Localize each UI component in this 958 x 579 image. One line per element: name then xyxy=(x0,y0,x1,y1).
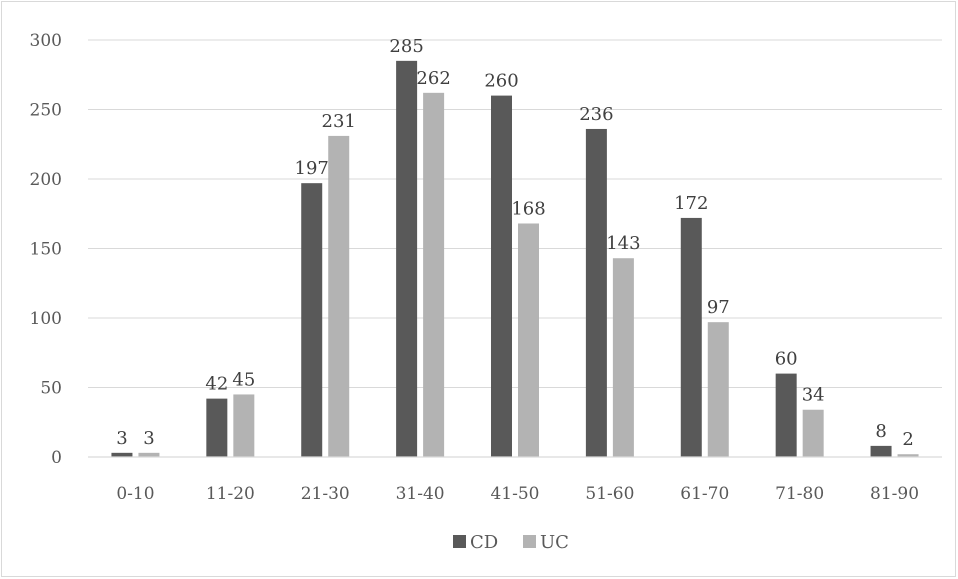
bar-cd-41-50 xyxy=(491,95,512,457)
bar-uc-51-60 xyxy=(612,258,634,457)
data-label-uc-31-40: 262 xyxy=(416,68,450,89)
x-tick-label: 21-30 xyxy=(301,484,350,504)
y-tick-label: 0 xyxy=(51,448,62,468)
y-tick-label: 50 xyxy=(40,379,62,399)
y-tick-label: 300 xyxy=(30,31,62,51)
data-label-uc-21-30: 231 xyxy=(322,111,356,132)
bar-cd-11-20 xyxy=(206,398,228,457)
data-label-uc-71-80: 34 xyxy=(802,385,825,406)
legend-swatch-cd xyxy=(453,535,466,548)
legend: CD UC xyxy=(453,532,569,553)
x-tick-label: 51-60 xyxy=(585,484,634,504)
x-tick-label: 41-50 xyxy=(490,484,539,504)
data-label-cd-51-60: 236 xyxy=(579,104,613,125)
bar-uc-71-80 xyxy=(802,409,824,457)
y-tick-label: 200 xyxy=(30,170,62,190)
bar-uc-61-70 xyxy=(707,322,729,457)
legend-label-cd: CD xyxy=(470,532,498,553)
y-axis: 0 50 100 150 200 250 300 xyxy=(30,31,62,468)
y-tick-label: 100 xyxy=(30,309,62,329)
bar-uc-41-50 xyxy=(518,223,539,457)
y-tick-label: 250 xyxy=(30,101,62,121)
data-label-cd-71-80: 60 xyxy=(775,349,798,370)
legend-swatch-uc xyxy=(523,535,536,548)
bar-cd-61-70 xyxy=(680,217,702,457)
data-label-cd-41-50: 260 xyxy=(484,71,518,92)
data-label-uc-11-20: 45 xyxy=(232,369,255,390)
data-label-cd-31-40: 285 xyxy=(389,36,423,57)
data-label-cd-81-90: 8 xyxy=(875,421,886,442)
data-label-cd-0-10: 3 xyxy=(116,428,127,449)
bar-cd-51-60 xyxy=(585,128,607,457)
bar-cd-0-10 xyxy=(111,452,133,457)
x-tick-label: 81-90 xyxy=(870,484,919,504)
data-label-uc-81-90: 2 xyxy=(902,429,913,450)
bar-cd-71-80 xyxy=(775,373,797,457)
data-label-uc-61-70: 97 xyxy=(707,297,730,318)
data-label-uc-0-10: 3 xyxy=(143,428,154,449)
x-tick-label: 71-80 xyxy=(775,484,824,504)
bar-uc-21-30 xyxy=(328,135,350,457)
x-tick-label: 31-40 xyxy=(396,484,445,504)
bar-cd-81-90 xyxy=(870,445,892,457)
x-tick-label: 0-10 xyxy=(116,484,154,504)
data-label-cd-61-70: 172 xyxy=(674,193,708,214)
data-label-uc-51-60: 143 xyxy=(606,233,640,254)
x-tick-label: 61-70 xyxy=(680,484,729,504)
data-label-cd-11-20: 42 xyxy=(205,374,228,395)
y-tick-label: 150 xyxy=(30,240,62,260)
x-axis: 0-10 11-20 21-30 31-40 41-50 51-60 61-70 71-80 8… xyxy=(88,456,942,504)
bar-uc-31-40 xyxy=(423,92,445,457)
bars xyxy=(111,60,919,458)
data-label-cd-21-30: 197 xyxy=(295,158,329,179)
bar-uc-11-20 xyxy=(233,394,255,457)
bar-cd-21-30 xyxy=(301,183,323,458)
bar-uc-0-10 xyxy=(138,452,160,457)
bar-uc-81-90 xyxy=(897,454,919,457)
x-tick-label: 11-20 xyxy=(206,484,255,504)
legend-label-uc: UC xyxy=(540,532,569,553)
data-label-uc-41-50: 168 xyxy=(511,198,545,219)
bar-cd-31-40 xyxy=(396,60,418,457)
